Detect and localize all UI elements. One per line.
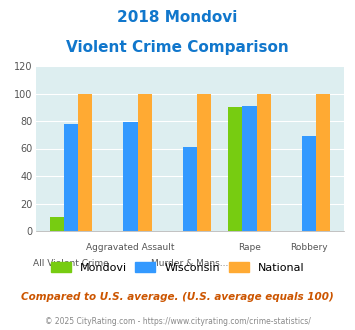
- Bar: [242, 106, 257, 231]
- Bar: [302, 136, 316, 231]
- Bar: [50, 217, 64, 231]
- Text: © 2025 CityRating.com - https://www.cityrating.com/crime-statistics/: © 2025 CityRating.com - https://www.city…: [45, 317, 310, 326]
- Legend: Mondovi, Wisconsin, National: Mondovi, Wisconsin, National: [46, 258, 309, 278]
- Text: Robbery: Robbery: [290, 243, 328, 251]
- Bar: [197, 93, 211, 231]
- Text: Compared to U.S. average. (U.S. average equals 100): Compared to U.S. average. (U.S. average …: [21, 292, 334, 302]
- Bar: [123, 122, 138, 231]
- Bar: [183, 147, 197, 231]
- Text: All Violent Crime: All Violent Crime: [33, 259, 109, 268]
- Bar: [64, 124, 78, 231]
- Text: Violent Crime Comparison: Violent Crime Comparison: [66, 40, 289, 54]
- Bar: [228, 107, 242, 231]
- Bar: [78, 93, 92, 231]
- Text: Rape: Rape: [238, 243, 261, 251]
- Bar: [257, 93, 271, 231]
- Text: 2018 Mondovi: 2018 Mondovi: [117, 10, 238, 25]
- Text: Aggravated Assault: Aggravated Assault: [86, 243, 175, 251]
- Bar: [316, 93, 330, 231]
- Text: Murder & Mans...: Murder & Mans...: [151, 259, 229, 268]
- Bar: [138, 93, 152, 231]
